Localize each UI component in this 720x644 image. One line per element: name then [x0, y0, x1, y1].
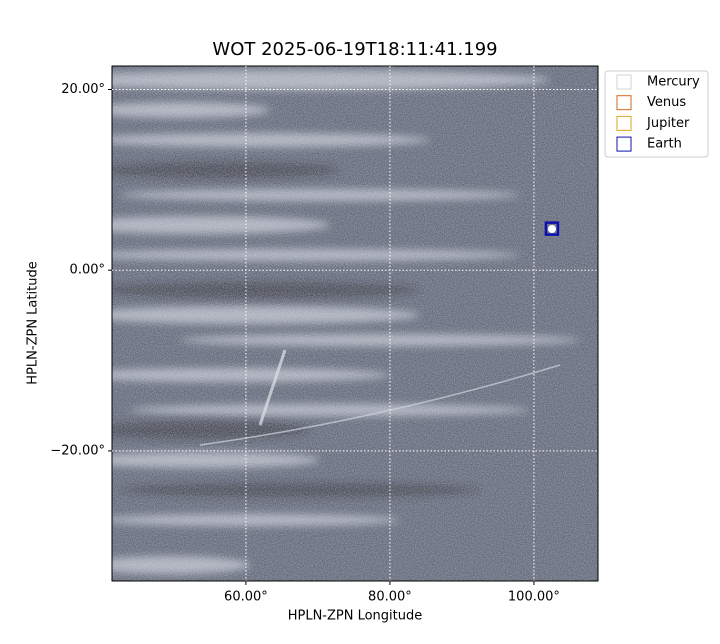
sky-image — [112, 66, 598, 581]
y-tick-label: 20.00° — [61, 82, 105, 97]
plot-frame — [111, 65, 599, 582]
chart-title: WOT 2025-06-19T18:11:41.199 — [212, 39, 497, 60]
x-axis-label: HPLN-ZPN Longitude — [288, 609, 423, 624]
legend — [604, 70, 709, 158]
y-tick-label: 0.00° — [70, 263, 105, 278]
legend-swatch — [616, 115, 632, 131]
x-tick-label: 80.00° — [368, 590, 412, 605]
legend-swatch — [616, 74, 632, 90]
legend-swatch — [616, 136, 632, 152]
x-tick-label: 100.00° — [508, 590, 560, 605]
legend-label: Jupiter — [646, 116, 690, 131]
legend-label: Venus — [647, 95, 686, 110]
legend-swatch — [616, 95, 632, 111]
x-tick-label: 60.00° — [224, 590, 268, 605]
y-tick-label: −20.00° — [50, 443, 105, 458]
legend-label: Mercury — [647, 75, 700, 90]
planet-marker — [544, 221, 560, 236]
legend-label: Earth — [647, 137, 682, 152]
y-axis-label: HPLN-ZPN Latitude — [26, 261, 41, 384]
